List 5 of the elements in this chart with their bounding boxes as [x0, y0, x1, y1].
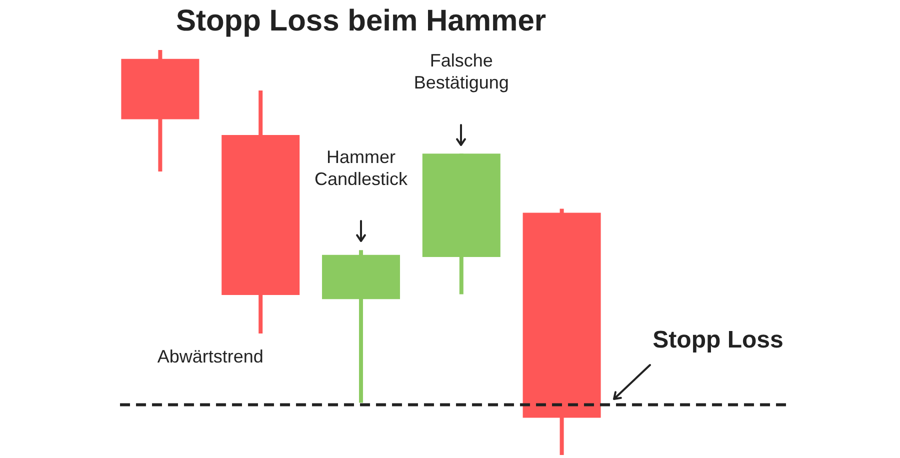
- chart-title: Stopp Loss beim Hammer: [176, 4, 546, 38]
- ref-line-label: Stopp Loss: [652, 326, 784, 354]
- annotation: Abwärtstrend: [157, 346, 264, 366]
- annotation: Hammer Candlestick: [314, 147, 409, 190]
- annotation: Falsche Bestätigung: [414, 50, 509, 93]
